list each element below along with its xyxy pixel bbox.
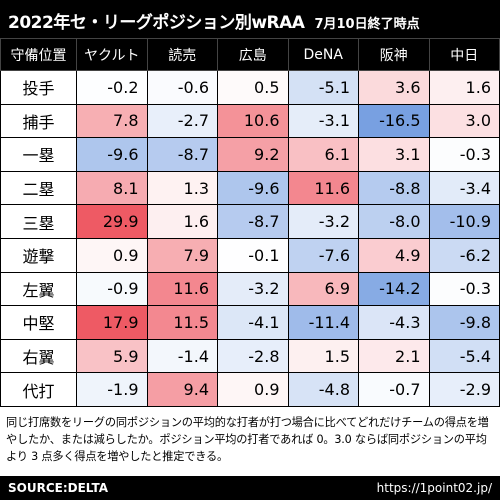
- row-header: 代打: [0, 372, 77, 407]
- row-header: 遊撃: [0, 237, 77, 273]
- value-cell: -0.1: [217, 237, 289, 273]
- wraa-table: 守備位置 ヤクルト 読売 広島 DeNA 阪神 中日 投手 -0.2 -0.6 0.5…: [0, 38, 500, 407]
- table-row: 中堅 17.9 11.5 -4.1 -11.4 -4.3 -9.8: [0, 305, 500, 340]
- value-cell: -4.1: [217, 305, 289, 340]
- value-cell: 7.9: [146, 237, 218, 273]
- row-header: 投手: [0, 70, 77, 105]
- table-row: 左翼 -0.9 11.6 -3.2 6.9 -14.2 -0.3: [0, 271, 500, 307]
- table-row: 右翼 5.9 -1.4 -2.8 1.5 2.1 -5.4: [0, 338, 500, 374]
- value-cell: 6.1: [287, 137, 359, 172]
- column-header: 広島: [217, 38, 289, 71]
- value-cell: -2.7: [146, 103, 218, 139]
- value-cell: 10.6: [217, 103, 289, 139]
- table-row: 捕手 7.8 -2.7 10.6 -3.1 -16.5 3.0: [0, 103, 500, 139]
- value-cell: -11.4: [287, 305, 359, 340]
- value-cell: 7.8: [76, 103, 148, 139]
- value-cell: -1.9: [76, 372, 148, 407]
- value-cell: -0.2: [76, 70, 148, 105]
- value-cell: 17.9: [76, 305, 148, 340]
- value-cell: 3.0: [428, 103, 500, 139]
- value-cell: -9.6: [76, 137, 148, 172]
- header-row: 守備位置 ヤクルト 読売 広島 DeNA 阪神 中日: [0, 38, 500, 71]
- value-cell: 1.3: [146, 170, 218, 206]
- value-cell: -0.3: [428, 137, 500, 172]
- value-cell: -0.3: [428, 271, 500, 307]
- value-cell: -5.4: [428, 338, 500, 374]
- source-url: https://1point02.jp/: [376, 481, 492, 495]
- row-header: 捕手: [0, 103, 77, 139]
- value-cell: 8.1: [76, 170, 148, 206]
- value-cell: -4.8: [287, 372, 359, 407]
- value-cell: 11.5: [146, 305, 218, 340]
- value-cell: -4.3: [358, 305, 430, 340]
- value-cell: 11.6: [146, 271, 218, 307]
- column-header: 阪神: [358, 38, 430, 71]
- value-cell: -14.2: [358, 271, 430, 307]
- row-header: 三塁: [0, 204, 77, 239]
- value-cell: -2.8: [217, 338, 289, 374]
- table-row: 二塁 8.1 1.3 -9.6 11.6 -8.8 -3.4: [0, 170, 500, 206]
- value-cell: 9.4: [146, 372, 218, 407]
- value-cell: 0.9: [76, 237, 148, 273]
- title-bar: 2022年セ・リーグポジション別wRAA 7月10日終了時点: [0, 0, 500, 38]
- column-header: DeNA: [287, 38, 359, 71]
- corner-header: 守備位置: [0, 38, 77, 71]
- table-row: 遊撃 0.9 7.9 -0.1 -7.6 4.9 -6.2: [0, 237, 500, 273]
- table-row: 代打 -1.9 9.4 0.9 -4.8 -0.7 -2.9: [0, 372, 500, 407]
- value-cell: -1.4: [146, 338, 218, 374]
- value-cell: -9.8: [428, 305, 500, 340]
- row-header: 一塁: [0, 137, 77, 172]
- value-cell: 29.9: [76, 204, 148, 239]
- value-cell: -8.8: [358, 170, 430, 206]
- value-cell: 2.1: [358, 338, 430, 374]
- row-header: 左翼: [0, 271, 77, 307]
- footnote: 同じ打席数をリーグの同ポジションの平均的な打者が打つ場合に比べてどれだけチームの…: [6, 416, 489, 463]
- row-header: 右翼: [0, 338, 77, 374]
- value-cell: -16.5: [358, 103, 430, 139]
- value-cell: 0.5: [217, 70, 289, 105]
- table-row: 三塁 29.9 1.6 -8.7 -3.2 -8.0 -10.9: [0, 204, 500, 239]
- value-cell: -5.1: [287, 70, 359, 105]
- value-cell: -3.2: [287, 204, 359, 239]
- value-cell: -0.6: [146, 70, 218, 105]
- value-cell: 1.6: [428, 70, 500, 105]
- chart-title: 2022年セ・リーグポジション別wRAA: [8, 13, 305, 33]
- chart-subtitle: 7月10日終了時点: [314, 17, 420, 32]
- value-cell: -0.7: [358, 372, 430, 407]
- column-header: ヤクルト: [76, 38, 148, 71]
- value-cell: -7.6: [287, 237, 359, 273]
- column-header: 読売: [146, 38, 218, 71]
- value-cell: -2.9: [428, 372, 500, 407]
- table-row: 一塁 -9.6 -8.7 9.2 6.1 3.1 -0.3: [0, 137, 500, 172]
- value-cell: 9.2: [217, 137, 289, 172]
- value-cell: 3.6: [358, 70, 430, 105]
- value-cell: 6.9: [287, 271, 359, 307]
- row-header: 二塁: [0, 170, 77, 206]
- row-header: 中堅: [0, 305, 77, 340]
- value-cell: -3.4: [428, 170, 500, 206]
- value-cell: -8.7: [146, 137, 218, 172]
- table-row: 投手 -0.2 -0.6 0.5 -5.1 3.6 1.6: [0, 70, 500, 105]
- value-cell: 11.6: [287, 170, 359, 206]
- value-cell: -8.7: [217, 204, 289, 239]
- value-cell: -3.2: [217, 271, 289, 307]
- value-cell: 1.6: [146, 204, 218, 239]
- value-cell: -0.9: [76, 271, 148, 307]
- value-cell: -8.0: [358, 204, 430, 239]
- footer-bar: SOURCE:DELTA https://1point02.jp/: [0, 476, 500, 500]
- value-cell: -6.2: [428, 237, 500, 273]
- value-cell: 1.5: [287, 338, 359, 374]
- value-cell: -3.1: [287, 103, 359, 139]
- value-cell: 0.9: [217, 372, 289, 407]
- source-label: SOURCE:DELTA: [8, 481, 108, 495]
- value-cell: -10.9: [428, 204, 500, 239]
- value-cell: -9.6: [217, 170, 289, 206]
- column-header: 中日: [428, 38, 500, 71]
- table-body: 投手 -0.2 -0.6 0.5 -5.1 3.6 1.6 捕手 7.8 -2.7 10.6 -3.1…: [0, 70, 500, 407]
- value-cell: 5.9: [76, 338, 148, 374]
- value-cell: 4.9: [358, 237, 430, 273]
- value-cell: 3.1: [358, 137, 430, 172]
